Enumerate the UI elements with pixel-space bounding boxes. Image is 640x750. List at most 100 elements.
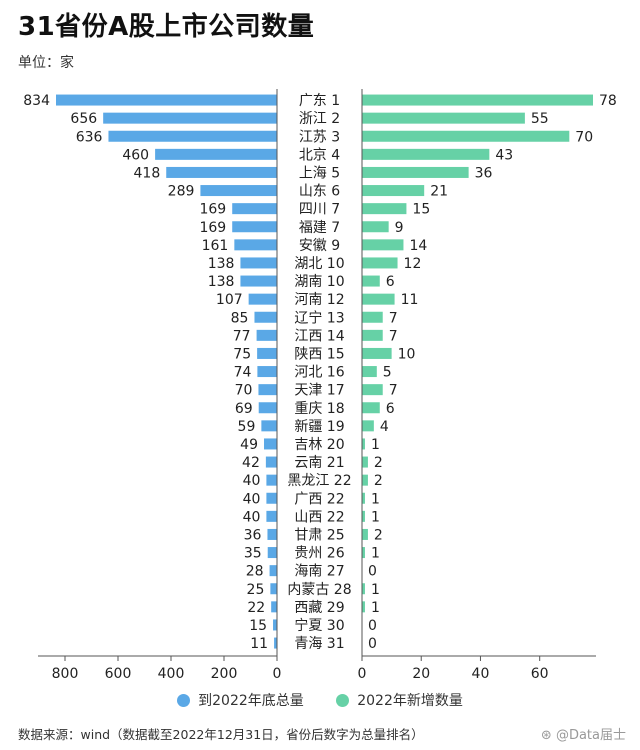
left-bar [232,203,277,215]
left-bar [200,185,277,197]
right-bar [362,293,395,305]
right-bar [362,221,389,233]
right-value-label: 1 [371,600,380,616]
left-tick-label: 0 [273,666,282,682]
left-value-label: 15 [249,618,267,634]
right-value-label: 2 [374,455,383,471]
right-value-label: 10 [398,346,416,362]
left-value-label: 656 [70,111,97,127]
left-value-label: 77 [233,328,251,344]
left-bar [166,166,277,178]
right-value-label: 12 [404,256,422,272]
left-value-label: 70 [235,383,253,399]
left-value-label: 169 [199,202,226,218]
right-value-label: 36 [475,165,493,181]
watermark: ⊛ @Data届士 [540,728,626,743]
left-bar [240,275,277,287]
category-label: 河北 16 [294,365,344,381]
right-bar [362,329,383,341]
left-bar [257,347,277,359]
left-bar [274,637,277,649]
legend: 到2022年底总量 2022年新增数量 [0,690,640,711]
left-value-label: 138 [208,256,235,272]
right-value-label: 78 [599,93,617,109]
right-bar [362,384,383,396]
chart-title: 31省份A股上市公司数量 [18,12,315,42]
left-value-label: 59 [238,419,256,435]
right-bar [362,185,425,197]
right-value-label: 7 [389,328,398,344]
unit-label: 单位：家 [18,55,74,71]
category-label: 西藏 29 [294,600,344,616]
right-bar [362,601,365,613]
right-tick-label: 40 [472,666,490,682]
right-tick-label: 60 [531,666,549,682]
left-bar [103,112,277,124]
left-bar [234,239,277,251]
legend-label-total: 到2022年底总量 [198,693,304,709]
right-value-label: 5 [383,365,392,381]
right-bar [362,438,365,450]
left-bar [266,510,277,522]
legend-dot-icon [336,693,350,707]
left-value-label: 161 [202,238,229,254]
right-bar [362,456,368,468]
left-value-label: 169 [199,220,226,236]
legend-item-total: 到2022年底总量 [177,690,304,710]
left-value-label: 74 [234,365,252,381]
left-value-label: 289 [168,184,195,200]
category-label: 海南 27 [294,564,344,580]
right-value-label: 7 [389,383,398,399]
category-label: 福建 7 [299,220,340,236]
right-bar [362,148,490,160]
right-bar [362,492,365,504]
left-value-label: 636 [76,129,103,145]
left-value-label: 460 [122,147,149,163]
category-label: 上海 5 [299,165,340,181]
left-bar [155,148,277,160]
left-bar [273,619,277,631]
category-label: 贵州 26 [294,546,344,562]
category-label: 江西 14 [294,328,344,344]
right-bar [362,402,380,414]
right-value-label: 7 [389,310,398,326]
category-label: 江苏 3 [299,129,340,145]
left-bar [258,402,277,414]
left-bar [267,528,277,540]
right-value-label: 1 [371,437,380,453]
left-bar [108,130,278,142]
source-note: 数据来源：wind（数据截至2022年12月31日，省份后数字为总量排名） [18,727,424,742]
left-value-label: 418 [134,165,161,181]
category-label: 黑龙江 22 [287,473,351,489]
right-bar [362,474,368,486]
left-bar [248,293,277,305]
legend-dot-icon [177,693,191,707]
right-value-label: 21 [430,184,448,200]
left-value-label: 49 [240,437,258,453]
right-value-label: 0 [368,618,377,634]
category-label: 辽宁 13 [294,309,344,326]
category-label: 甘肃 25 [294,527,344,543]
right-bar [362,510,365,522]
right-bar [362,347,392,359]
left-bar [258,384,277,396]
right-bar [362,275,380,287]
left-bar [254,311,277,323]
left-tick-label: 200 [211,666,238,682]
right-value-label: 1 [371,509,380,525]
category-label: 云南 21 [294,455,344,471]
category-label: 天津 17 [294,383,344,399]
right-bar [362,420,374,432]
category-label: 湖南 10 [294,274,344,290]
category-label: 河南 12 [294,292,344,308]
right-value-label: 4 [380,419,389,435]
left-bar [264,438,277,450]
left-bar [269,565,277,577]
category-label: 安徽 9 [299,238,340,254]
category-label: 青海 31 [294,636,344,652]
left-bar [266,492,277,504]
category-label: 湖北 10 [294,256,344,272]
left-bar [232,221,277,233]
category-label: 重庆 18 [294,401,344,417]
